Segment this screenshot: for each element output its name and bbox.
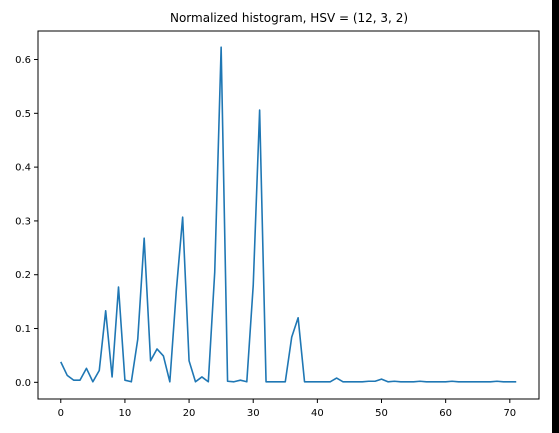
y-tick-label: 0.6 (15, 55, 31, 66)
series-line (60, 46, 517, 383)
x-tick-label: 10 (119, 408, 132, 419)
x-tick-label: 50 (375, 408, 388, 419)
chart-title: Normalized histogram, HSV = (12, 3, 2) (170, 11, 408, 25)
y-axis: 0.0 0.1 0.2 0.3 0.4 0.5 0.6 (15, 55, 38, 389)
x-tick-label: 70 (503, 408, 516, 419)
x-axis: 0 10 20 30 40 50 60 70 (58, 399, 516, 419)
x-tick-label: 20 (183, 408, 196, 419)
y-tick-label: 0.1 (15, 324, 31, 335)
y-tick-label: 0.5 (15, 109, 31, 120)
x-tick-label: 60 (439, 408, 452, 419)
y-tick-label: 0.2 (15, 270, 31, 281)
x-tick-label: 30 (247, 408, 260, 419)
x-tick-label: 0 (58, 408, 64, 419)
window-edge-bar (552, 0, 559, 433)
x-tick-label: 40 (311, 408, 324, 419)
y-tick-label: 0.3 (15, 216, 31, 227)
plot-area (60, 46, 517, 383)
y-tick-label: 0.0 (15, 378, 31, 389)
axes-frame (37, 30, 540, 400)
y-tick-label: 0.4 (15, 163, 31, 174)
